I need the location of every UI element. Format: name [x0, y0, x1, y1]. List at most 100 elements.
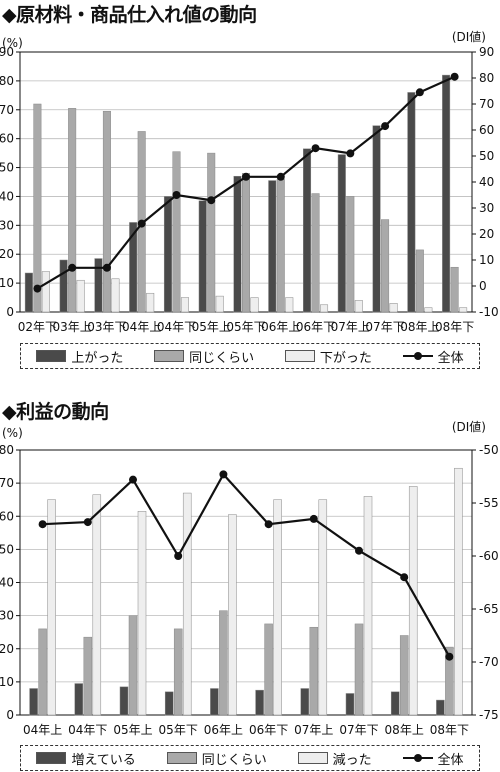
- data-point: [242, 172, 250, 181]
- x-tick-label: 06年上: [261, 320, 300, 334]
- y-left-tick-label: 0: [6, 708, 14, 722]
- data-point: [172, 191, 181, 199]
- y-left-tick-label: 20: [0, 642, 14, 656]
- legend-label: 下がった: [319, 350, 372, 366]
- data-point: [207, 196, 216, 205]
- bar: [128, 615, 138, 716]
- y-right-tick-label: -65: [479, 602, 499, 616]
- bar: [94, 258, 103, 313]
- chart1-legend: 上がった 同じくらい 下がった 全体: [20, 343, 480, 369]
- bar: [285, 297, 294, 313]
- y-right-tick-label: 50: [479, 149, 494, 163]
- bar: [215, 295, 224, 313]
- bar: [320, 304, 329, 313]
- x-tick-label: 04年下: [68, 723, 107, 737]
- legend-item: 増えている: [36, 749, 136, 768]
- data-point: [102, 263, 111, 272]
- x-tick-label: 06年下: [296, 320, 335, 334]
- bar: [111, 278, 120, 313]
- bar: [182, 492, 192, 716]
- bar: [273, 499, 282, 716]
- y-right-tick-label: 30: [479, 201, 494, 215]
- legend-swatch: [297, 752, 328, 764]
- chart2-legend: 増えている 同じくらい 減った 全体: [20, 745, 480, 771]
- legend-label: 同じくらい: [201, 752, 267, 768]
- data-point: [400, 573, 409, 582]
- y-left-tick-label: 60: [0, 132, 14, 146]
- y-left-tick-label: 90: [0, 45, 14, 59]
- y-left-tick-label: 20: [0, 247, 14, 261]
- legend-item: 全体: [402, 347, 464, 366]
- x-tick-label: 03年下: [87, 320, 126, 334]
- bar: [137, 511, 147, 716]
- y-right-tick-label: 10: [479, 253, 494, 267]
- chart2-right-unit: (DI値): [451, 420, 486, 434]
- x-tick-label: 04年下: [157, 320, 196, 334]
- x-tick-label: 05年下: [226, 320, 265, 334]
- bar: [68, 108, 77, 313]
- legend-item: 同じくらい: [154, 347, 254, 366]
- bar: [242, 173, 250, 313]
- legend-item: 上がった: [36, 347, 123, 366]
- x-tick-label: 07年下: [339, 723, 378, 737]
- bar: [309, 626, 319, 716]
- x-tick-label: 05年上: [192, 320, 231, 334]
- x-tick-label: 04年上: [122, 320, 161, 334]
- bar: [146, 292, 155, 313]
- bar: [318, 499, 328, 716]
- y-left-tick-label: 80: [0, 74, 14, 88]
- data-point: [311, 144, 320, 153]
- bar: [76, 279, 85, 313]
- legend-item: 同じくらい: [166, 749, 267, 768]
- y-right-tick-label: 0: [479, 279, 487, 293]
- x-tick-label: 08年下: [430, 723, 469, 737]
- series-line: [42, 472, 451, 658]
- x-tick-label: 02年下: [18, 320, 57, 334]
- legend-label: 増えている: [71, 752, 136, 768]
- x-tick-label: 05年上: [113, 723, 152, 737]
- y-left-tick-label: 70: [0, 103, 14, 117]
- bar: [102, 110, 111, 313]
- y-right-tick-label: 60: [479, 123, 494, 137]
- bar: [450, 266, 459, 313]
- bar: [210, 688, 219, 716]
- data-point: [129, 475, 137, 484]
- x-tick-label: 07年下: [365, 320, 404, 334]
- bar: [24, 272, 33, 313]
- bar: [354, 623, 364, 716]
- legend-line-icon: [402, 350, 433, 362]
- chart2-plot: 0 10 20 30 40 50 60 70 80 -75 -70 -65 -60 -55 -50 04年上 0…: [0, 443, 499, 737]
- bar: [408, 486, 418, 716]
- legend-line-icon: [402, 752, 433, 764]
- bar: [276, 178, 285, 313]
- legend-item: 下がった: [284, 347, 372, 366]
- data-point: [174, 552, 183, 560]
- plot-frame: [19, 449, 473, 716]
- bar: [255, 689, 264, 716]
- bar: [59, 259, 68, 313]
- bar: [207, 152, 216, 313]
- data-point: [68, 263, 77, 272]
- y-left-tick-label: 50: [0, 542, 14, 556]
- data-point: [219, 470, 228, 479]
- bar: [198, 200, 207, 313]
- x-tick-label: 07年上: [294, 723, 333, 737]
- bar: [83, 636, 93, 716]
- y-right-tick-label: -50: [479, 443, 499, 457]
- bar: [415, 249, 424, 313]
- data-point: [355, 546, 363, 555]
- bar: [219, 610, 228, 716]
- y-right-tick-label: 20: [479, 227, 494, 241]
- bar: [390, 691, 400, 716]
- y-left-tick-label: 40: [0, 576, 14, 590]
- y-left-tick-label: 70: [0, 476, 14, 490]
- data-point: [415, 88, 424, 97]
- x-tick-label: 08年下: [435, 320, 474, 334]
- bar: [180, 297, 189, 313]
- legend-swatch: [36, 752, 67, 764]
- bar: [268, 180, 277, 313]
- chart1-left-unit: (%): [2, 36, 23, 50]
- y-right-tick-label: -10: [479, 305, 499, 319]
- y-left-tick-label: 30: [0, 609, 14, 623]
- bar: [92, 494, 102, 716]
